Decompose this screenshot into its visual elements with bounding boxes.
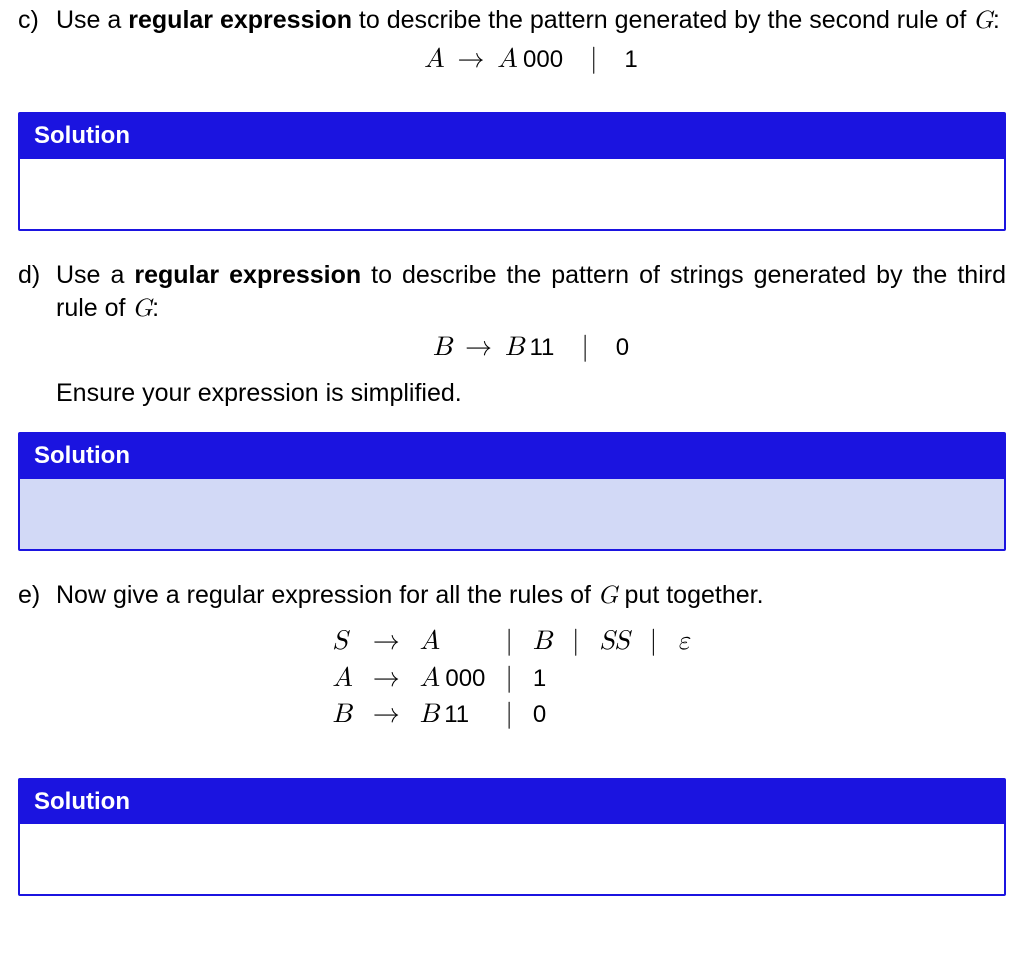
text: to describe the pattern generated by the… <box>352 6 973 34</box>
question-e-prompt: e) Now give a regular expression for all… <box>18 579 1006 613</box>
lit: 1 <box>624 46 637 73</box>
question-d-rule: B → B 11 | 0 <box>56 330 1006 366</box>
nt: A <box>497 46 517 73</box>
lit: 11 <box>444 701 469 728</box>
question-c: c) Use a regular expression to describe … <box>18 4 1006 231</box>
solution-body[interactable] <box>20 479 1004 549</box>
solution-body[interactable] <box>20 824 1004 894</box>
nt: ε <box>677 628 691 655</box>
text: Now give a regular expression for all th… <box>56 581 598 609</box>
question-e-label: e) <box>18 579 56 613</box>
arrow: → <box>363 661 410 697</box>
bar: | <box>562 624 590 660</box>
lit: 000 <box>445 665 485 692</box>
text: put together. <box>618 581 764 609</box>
question-d: d) Use a regular expression to describe … <box>18 259 1006 551</box>
arrow: → <box>363 697 410 733</box>
nt: A <box>420 665 440 692</box>
solution-box-c: Solution <box>18 112 1006 230</box>
question-d-label: d) <box>18 259 56 293</box>
var-G: G <box>598 583 618 608</box>
question-d-note: Ensure your expression is simplified. <box>18 377 1006 411</box>
lit: 000 <box>523 46 563 73</box>
arrow: → <box>453 46 488 73</box>
nt: A <box>424 46 444 73</box>
lit: 0 <box>533 701 546 728</box>
solution-header: Solution <box>20 780 1004 824</box>
bar: | <box>495 697 523 733</box>
text: Use a <box>56 6 128 34</box>
solution-box-e: Solution <box>18 778 1006 896</box>
var-G: G <box>973 8 993 33</box>
colon: : <box>152 294 159 322</box>
bar: | <box>495 661 523 697</box>
question-c-rule: A → A 000 | 1 <box>56 42 1006 78</box>
nt: B <box>533 628 552 655</box>
question-c-label: c) <box>18 4 56 38</box>
nt: S <box>322 624 362 660</box>
bar: | <box>590 46 598 73</box>
question-e-text: Now give a regular expression for all th… <box>56 579 1006 613</box>
question-e: e) Now give a regular expression for all… <box>18 579 1006 896</box>
question-d-prompt: d) Use a regular expression to describe … <box>18 259 1006 371</box>
lit: 11 <box>529 334 554 361</box>
grammar-row: S → A | B | SS | ε <box>322 624 701 660</box>
lit: 1 <box>533 665 546 692</box>
bar: | <box>581 334 589 361</box>
text: Use a <box>56 261 134 289</box>
text-bold: regular expression <box>128 6 352 34</box>
bar: | <box>640 624 668 660</box>
nt: B <box>433 334 452 361</box>
nt: SS <box>600 628 630 655</box>
nt: A <box>322 661 362 697</box>
nt: B <box>420 701 439 728</box>
text-bold: regular expression <box>134 261 361 289</box>
solution-box-d: Solution <box>18 432 1006 550</box>
grammar-table: S → A | B | SS | ε A → A 000 | 1 B → <box>322 624 701 733</box>
colon: : <box>993 6 1000 34</box>
arrow: → <box>461 334 496 361</box>
question-c-prompt: c) Use a regular expression to describe … <box>18 4 1006 82</box>
grammar-row: B → B 11 | 0 <box>322 697 701 733</box>
arrow: → <box>363 624 410 660</box>
bar: | <box>495 624 523 660</box>
var-G: G <box>132 296 152 321</box>
nt: A <box>420 628 440 655</box>
grammar-row: A → A 000 | 1 <box>322 661 701 697</box>
solution-header: Solution <box>20 434 1004 478</box>
question-c-text: Use a regular expression to describe the… <box>56 4 1006 82</box>
nt: B <box>505 334 524 361</box>
grammar-block: S → A | B | SS | ε A → A 000 | 1 B → <box>18 624 1006 733</box>
lit: 0 <box>616 334 629 361</box>
solution-header: Solution <box>20 114 1004 158</box>
nt: B <box>322 697 362 733</box>
solution-body[interactable] <box>20 159 1004 229</box>
question-d-text: Use a regular expression to describe the… <box>56 259 1006 371</box>
